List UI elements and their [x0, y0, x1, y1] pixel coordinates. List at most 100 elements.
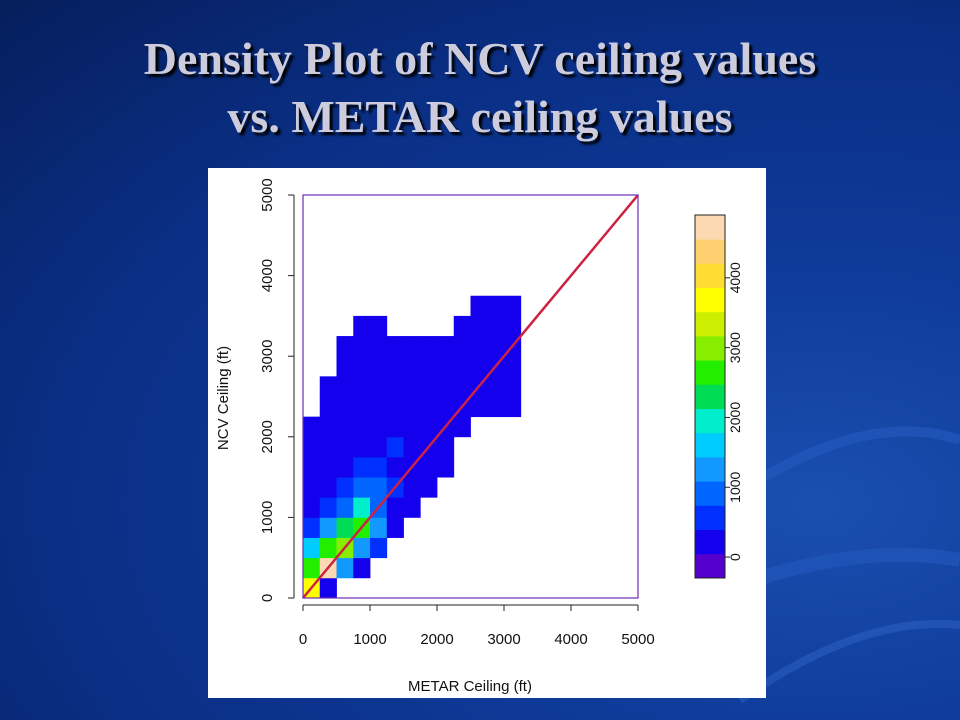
- heatmap-cell: [470, 336, 488, 357]
- heatmap-cell: [470, 356, 488, 377]
- heatmap-cell: [336, 336, 354, 357]
- x-axis-label: METAR Ceiling (ft): [408, 678, 532, 695]
- colorbar-tick-label: 0: [727, 553, 743, 561]
- x-tick-label: 1000: [353, 631, 386, 648]
- y-tick-label: 0: [259, 594, 276, 602]
- heatmap-cell: [437, 356, 455, 377]
- heatmap-cell: [353, 537, 371, 559]
- x-tick-label: 3000: [487, 631, 520, 648]
- heatmap-cell: [487, 295, 505, 317]
- density-chart: 0 1000 2000 3000 4000 5000 0 1000 2000 3000 4000 5…: [215, 178, 743, 695]
- colorbar-segment: [695, 553, 725, 579]
- y-axis-label: NCV Ceiling (ft): [215, 346, 232, 450]
- colorbar-segment: [695, 481, 725, 506]
- heatmap-cell: [370, 356, 388, 377]
- heatmap-cell: [370, 336, 388, 357]
- y-tick-label: 4000: [259, 259, 276, 292]
- heatmap-cell: [303, 416, 321, 438]
- heatmap-cell: [353, 336, 371, 357]
- heatmap-cell: [336, 416, 354, 438]
- heatmap-cell: [370, 376, 388, 397]
- heatmap-cell: [386, 416, 404, 438]
- heatmap-cell: [319, 517, 337, 538]
- heatmap-cell: [420, 376, 438, 397]
- heatmap-cell: [504, 295, 522, 317]
- heatmap-cell: [437, 456, 455, 478]
- colorbar: 0 1000 2000 3000 4000: [694, 214, 743, 579]
- heatmap-cell: [504, 315, 522, 337]
- heatmap-cell: [386, 356, 404, 377]
- heatmap-cell: [353, 356, 371, 377]
- y-tick-label: 5000: [259, 178, 276, 211]
- colorbar-segment: [695, 263, 725, 288]
- heatmap-cell: [386, 396, 404, 418]
- heatmap-cell: [370, 315, 388, 337]
- heatmap-cell: [386, 376, 404, 397]
- title-line-2: vs. METAR ceiling values: [227, 91, 733, 142]
- heatmap-cell: [504, 376, 522, 397]
- heatmap-cell: [319, 477, 337, 498]
- heatmap-cell: [336, 436, 354, 458]
- slide-title: Density Plot of NCV ceiling values vs. M…: [0, 30, 960, 146]
- heatmap-cell: [420, 456, 438, 478]
- heatmap-cell: [353, 456, 371, 478]
- y-tick-label: 2000: [259, 420, 276, 453]
- heatmap-cell: [487, 315, 505, 337]
- colorbar-segment: [695, 432, 725, 458]
- colorbar-segment: [695, 360, 725, 385]
- x-tick-label: 0: [299, 631, 307, 648]
- heatmap-cell: [303, 436, 321, 458]
- heatmap-cell: [353, 557, 371, 579]
- heatmap-cell: [353, 477, 371, 498]
- x-tick-label: 4000: [554, 631, 587, 648]
- heatmap-cell: [319, 456, 337, 478]
- heatmap-cell: [303, 557, 321, 579]
- heatmap-cell: [487, 336, 505, 357]
- heatmap-cell: [336, 477, 354, 498]
- heatmap-cell: [453, 416, 471, 438]
- heatmap-cell: [420, 477, 438, 498]
- heatmap-cell: [403, 436, 421, 458]
- heatmap-cell: [437, 396, 455, 418]
- x-tick-label: 2000: [420, 631, 453, 648]
- heatmap-cell: [453, 336, 471, 357]
- heatmap-cell: [386, 336, 404, 357]
- heatmap-cell: [319, 577, 337, 599]
- title-line-1: Density Plot of NCV ceiling values: [143, 33, 817, 84]
- heatmap-cell: [403, 396, 421, 418]
- x-axis: 0 1000 2000 3000 4000 5000: [299, 604, 655, 648]
- colorbar-segment: [695, 239, 725, 264]
- heatmap-cell: [303, 477, 321, 498]
- y-tick-label: 1000: [259, 501, 276, 534]
- heatmap-cell: [437, 436, 455, 458]
- heatmap-cell: [303, 497, 321, 518]
- heatmap-cell: [370, 477, 388, 498]
- heatmap-cell: [403, 497, 421, 518]
- heatmap-cell: [403, 356, 421, 377]
- heatmap-cell: [370, 436, 388, 458]
- colorbar-segment: [695, 311, 725, 337]
- heatmap-cell: [353, 416, 371, 438]
- heatmap-cell: [437, 336, 455, 357]
- heatmap-cell: [336, 376, 354, 397]
- heatmap-cell: [420, 336, 438, 357]
- heatmap-cell: [487, 376, 505, 397]
- heatmap-cell: [319, 376, 337, 397]
- heatmap-cell: [319, 537, 337, 559]
- y-tick-label: 3000: [259, 340, 276, 373]
- colorbar-tick-label: 3000: [727, 332, 743, 363]
- colorbar-segment: [695, 336, 725, 361]
- heatmap-cell: [453, 356, 471, 377]
- colorbar-segment: [695, 384, 725, 409]
- heatmap-cell: [353, 497, 371, 518]
- plot-frame: [302, 194, 639, 599]
- heatmap-cell: [336, 396, 354, 418]
- colorbar-segment: [695, 287, 725, 313]
- heatmap-cell: [319, 416, 337, 438]
- colorbar-tick-label: 4000: [727, 262, 743, 293]
- heatmap-cell: [504, 356, 522, 377]
- heatmap-cell: [403, 376, 421, 397]
- heatmap-cell: [370, 537, 388, 559]
- heatmap-cell: [437, 376, 455, 397]
- heatmap-cell: [319, 497, 337, 518]
